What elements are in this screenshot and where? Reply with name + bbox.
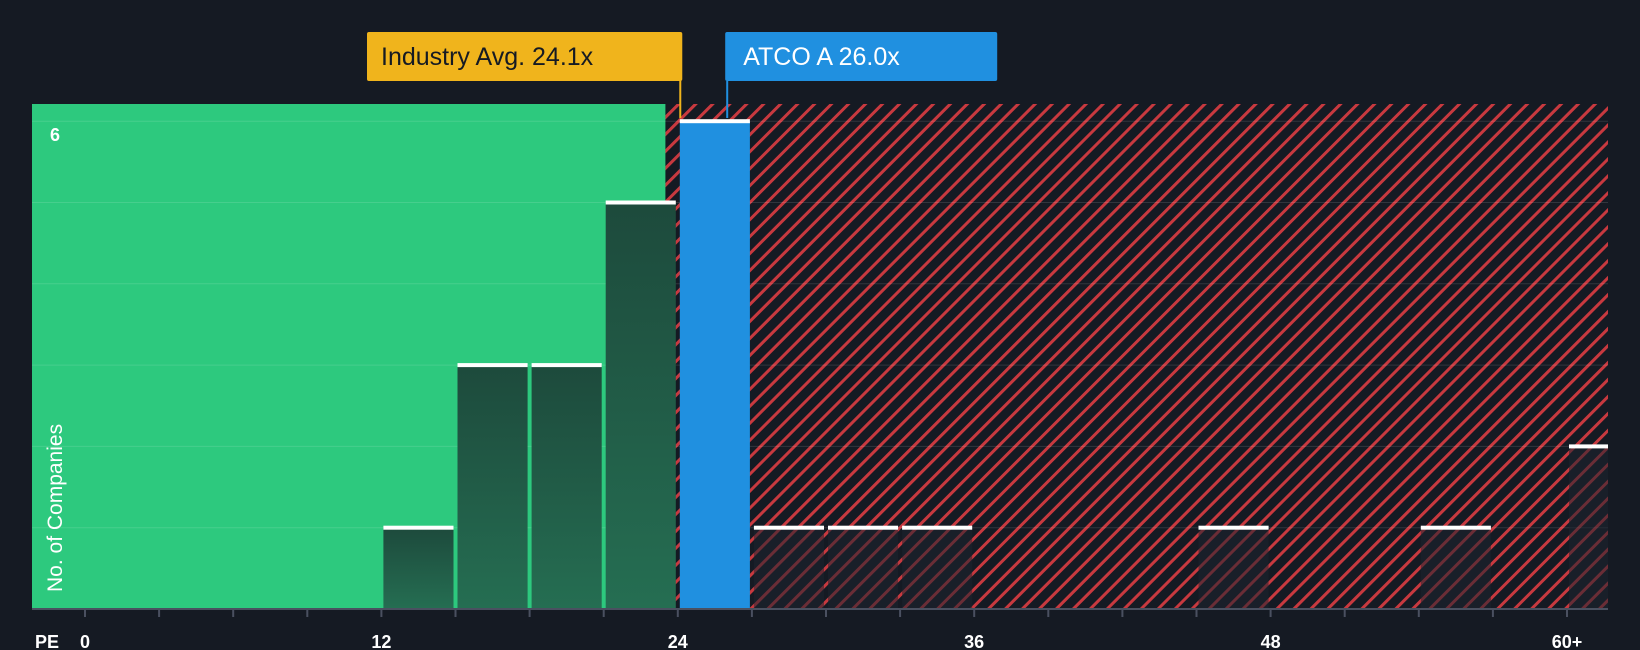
bar-cap (531, 363, 602, 368)
histogram-bar (1420, 527, 1491, 609)
bar-cap (605, 200, 676, 205)
histogram-bar (531, 365, 602, 609)
bar-cap (1569, 444, 1608, 449)
highlight-bar (679, 121, 750, 609)
company-label: ATCO A 26.0x (743, 43, 900, 71)
bar-cap (753, 525, 824, 530)
bar-cap (828, 525, 899, 530)
x-axis-label: PE (35, 632, 59, 650)
bar-cap (1198, 525, 1269, 530)
bar-cap (457, 363, 528, 368)
x-tick-label: 60+ (1552, 632, 1583, 650)
bar-cap (383, 525, 454, 530)
y-tick-label: 6 (50, 125, 60, 145)
histogram-bar (753, 527, 824, 609)
histogram-bar (1198, 527, 1269, 609)
x-tick-label: 12 (371, 632, 391, 650)
histogram-bar (1569, 446, 1608, 609)
histogram-bar (383, 527, 454, 609)
bar-cap (679, 119, 750, 124)
x-tick-label: 24 (668, 632, 688, 650)
company-callout: ATCO A 26.0x (725, 32, 998, 118)
bar-cap (1420, 525, 1491, 530)
histogram-bar (828, 527, 899, 609)
bar-caps (383, 119, 1608, 530)
x-tick-label: 36 (964, 632, 984, 650)
histogram-bars (383, 121, 1608, 609)
industry-avg-box (367, 32, 683, 81)
histogram-bar (902, 527, 973, 609)
industry-avg-label: Industry Avg. 24.1x (381, 43, 594, 71)
bar-cap (902, 525, 973, 530)
histogram-bar (605, 202, 676, 609)
company-box (725, 32, 998, 81)
x-tick-label: 48 (1261, 632, 1281, 650)
industry-avg-callout: Industry Avg. 24.1x (367, 32, 683, 118)
y-axis-ticks: 6 (50, 125, 60, 145)
x-tick-label: 0 (80, 632, 90, 650)
x-axis-ticks: 0 12 24 36 48 60+ (80, 609, 1582, 650)
y-axis-label: No. of Companies (44, 424, 67, 592)
histogram-bar (457, 365, 528, 609)
overvalued-zone (665, 104, 1608, 609)
